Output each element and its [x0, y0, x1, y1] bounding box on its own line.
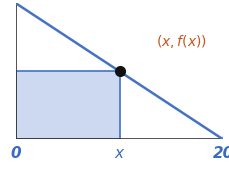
- Text: 0: 0: [11, 146, 21, 160]
- Text: 20: 20: [212, 146, 229, 160]
- Text: $(x, f(x))$: $(x, f(x))$: [155, 33, 206, 50]
- Text: $x$: $x$: [113, 146, 125, 160]
- Bar: [16, 71, 119, 139]
